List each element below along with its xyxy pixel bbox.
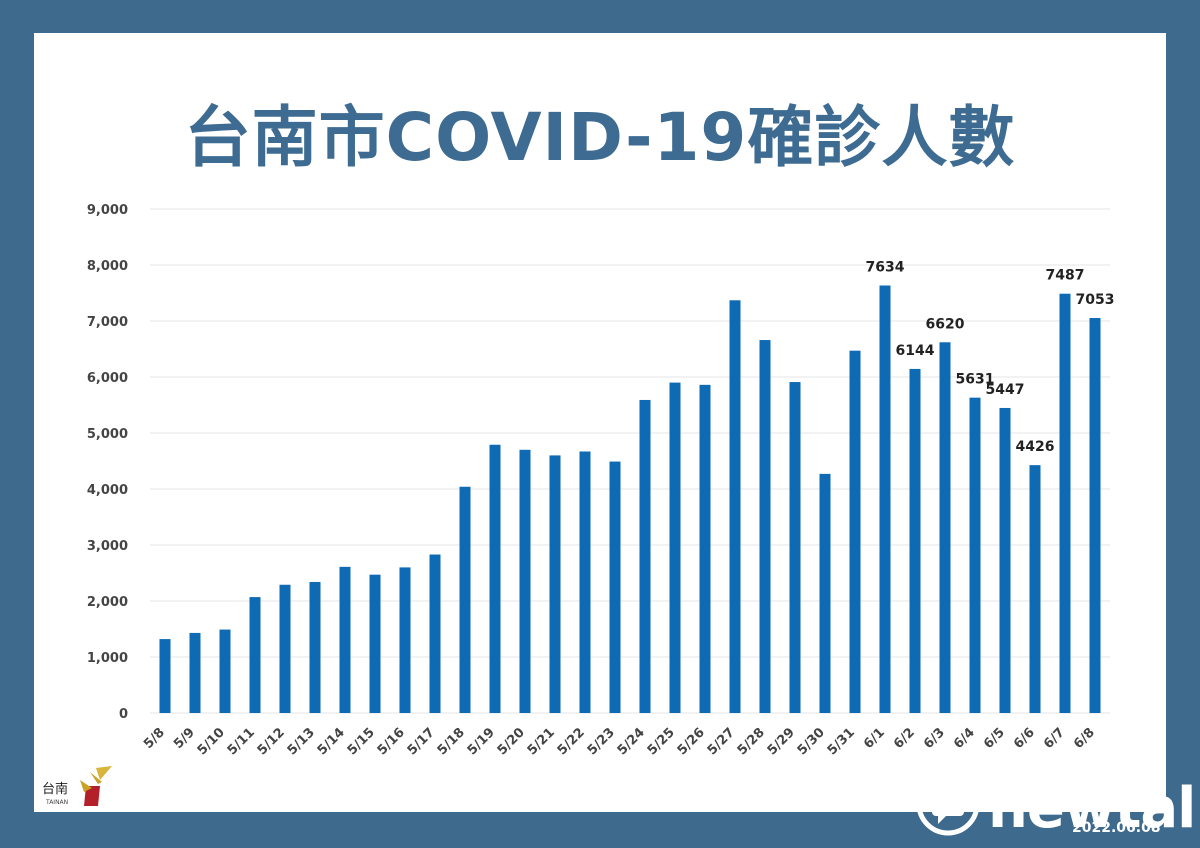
y-tick-label: 4,000	[87, 483, 128, 498]
bar	[879, 285, 891, 713]
bar	[249, 597, 261, 713]
x-tick-label: 5/17	[405, 725, 438, 758]
x-tick-label: 6/2	[891, 725, 918, 752]
bar	[729, 300, 741, 713]
x-tick-label: 5/12	[255, 725, 288, 758]
bar	[489, 444, 501, 713]
y-tick-label: 8,000	[87, 259, 128, 274]
bar	[189, 632, 201, 713]
x-tick-label: 6/6	[1011, 725, 1038, 752]
bar	[279, 584, 291, 713]
data-label: 5447	[986, 382, 1025, 398]
x-tick-label: 6/4	[951, 725, 978, 752]
bar	[159, 639, 171, 713]
x-tick-label: 5/20	[495, 725, 528, 758]
bar	[819, 473, 831, 713]
x-tick-label: 5/21	[525, 725, 558, 758]
y-tick-label: 6,000	[87, 371, 128, 386]
x-tick-label: 5/16	[375, 725, 408, 758]
x-tick-label: 5/22	[555, 725, 588, 758]
data-label: 6620	[926, 316, 965, 332]
data-label: 7634	[866, 259, 905, 275]
bar	[669, 382, 681, 713]
bar	[1029, 465, 1041, 713]
x-tick-label: 5/13	[285, 725, 318, 758]
x-tick-label: 5/24	[615, 725, 648, 758]
y-tick-label: 2,000	[87, 595, 128, 610]
bar	[999, 407, 1011, 713]
x-tick-label: 6/3	[921, 725, 948, 752]
x-tick-label: 5/11	[225, 725, 258, 758]
data-label: 4426	[1016, 439, 1055, 455]
logo-subtext: TAINAN	[46, 799, 69, 806]
data-label: 7053	[1076, 292, 1115, 308]
bar	[339, 566, 351, 713]
y-tick-label: 0	[119, 707, 128, 722]
x-tick-label: 6/1	[861, 725, 888, 752]
bar	[699, 384, 711, 713]
data-label: 5631	[956, 372, 995, 388]
newtalk-watermark: newtalk	[912, 770, 1200, 841]
x-tick-label: 5/8	[141, 725, 168, 752]
x-tick-label: 5/23	[585, 725, 618, 758]
bar	[939, 342, 951, 713]
x-tick-label: 5/31	[825, 725, 858, 758]
date-stamp: 2022.06.08	[1072, 820, 1161, 836]
x-tick-label: 5/19	[465, 725, 498, 758]
chart-title: 台南市COVID-19確診人數	[184, 99, 1016, 176]
y-tick-label: 3,000	[87, 539, 128, 554]
bar	[399, 567, 411, 713]
x-tick-label: 5/29	[765, 725, 798, 758]
y-tick-label: 5,000	[87, 427, 128, 442]
bar	[909, 368, 921, 713]
newtalk-brand: newtalk	[988, 776, 1200, 841]
data-label: 7487	[1046, 268, 1085, 284]
y-tick-label: 1,000	[87, 651, 128, 666]
x-tick-label: 5/28	[735, 725, 768, 758]
bar	[789, 382, 801, 713]
bar	[759, 340, 771, 713]
x-tick-label: 5/10	[195, 725, 228, 758]
bar	[549, 455, 561, 713]
bar	[849, 350, 861, 713]
x-tick-label: 5/15	[345, 725, 378, 758]
bar	[579, 451, 591, 713]
bar	[219, 629, 231, 713]
bar	[639, 399, 651, 713]
y-tick-label: 9,000	[87, 203, 128, 218]
bar	[369, 574, 381, 713]
bar	[429, 554, 441, 713]
x-tick-label: 5/27	[705, 725, 738, 758]
bar	[1059, 293, 1071, 713]
bar	[969, 397, 981, 713]
x-tick-label: 6/5	[981, 725, 1008, 752]
x-tick-label: 5/18	[435, 725, 468, 758]
y-tick-label: 7,000	[87, 315, 128, 330]
x-tick-label: 6/7	[1041, 725, 1068, 752]
tainan-logo-icon	[80, 766, 112, 806]
logo-text: 台南	[42, 782, 69, 797]
data-label: 6144	[896, 343, 935, 359]
x-tick-label: 5/30	[795, 725, 828, 758]
tainan-logo: 台南 TAINAN	[40, 766, 120, 810]
bar	[1089, 318, 1101, 713]
bar	[519, 449, 531, 713]
bar	[609, 461, 621, 713]
x-tick-label: 6/8	[1071, 725, 1098, 752]
x-tick-label: 5/25	[645, 725, 678, 758]
x-tick-label: 5/26	[675, 725, 708, 758]
bar	[309, 581, 321, 713]
x-tick-label: 5/14	[315, 725, 348, 758]
newtalk-bubble-icon	[916, 772, 980, 836]
bar	[459, 486, 471, 713]
